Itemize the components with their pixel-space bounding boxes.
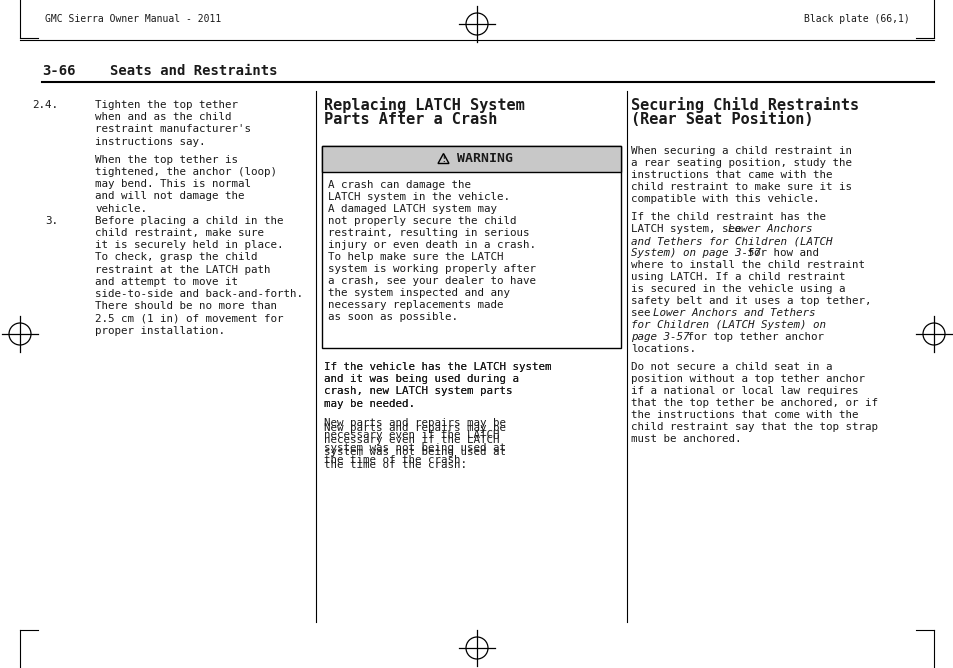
Text: child restraint say that the top strap: child restraint say that the top strap: [630, 422, 877, 432]
Text: the time of the crash.: the time of the crash.: [324, 455, 467, 465]
Text: If the child restraint has the: If the child restraint has the: [630, 212, 825, 222]
Text: To help make sure the LATCH: To help make sure the LATCH: [328, 252, 503, 262]
Text: using LATCH. If a child restraint: using LATCH. If a child restraint: [630, 272, 844, 282]
Text: Securing Child Restraints: Securing Child Restraints: [630, 97, 859, 113]
FancyBboxPatch shape: [322, 146, 620, 348]
FancyBboxPatch shape: [322, 146, 620, 172]
Text: Lower Anchors: Lower Anchors: [727, 224, 812, 234]
Text: safety belt and it uses a top tether,: safety belt and it uses a top tether,: [630, 296, 871, 306]
Text: GMC Sierra Owner Manual - 2011: GMC Sierra Owner Manual - 2011: [45, 14, 221, 24]
Text: a crash, see your dealer to have: a crash, see your dealer to have: [328, 276, 536, 286]
Text: LATCH system, see: LATCH system, see: [630, 224, 747, 234]
Text: for top tether anchor: for top tether anchor: [680, 332, 823, 342]
Text: Replacing LATCH System: Replacing LATCH System: [324, 97, 524, 113]
Text: as soon as possible.: as soon as possible.: [328, 312, 457, 322]
Text: position without a top tether anchor: position without a top tether anchor: [630, 374, 864, 384]
Text: system was not being used at: system was not being used at: [324, 448, 505, 458]
Text: crash, new LATCH system parts: crash, new LATCH system parts: [324, 386, 512, 396]
Text: and attempt to move it: and attempt to move it: [95, 277, 237, 287]
Text: the system inspected and any: the system inspected and any: [328, 288, 510, 298]
Text: when and as the child: when and as the child: [95, 112, 232, 122]
Text: if a national or local law requires: if a national or local law requires: [630, 386, 858, 396]
Text: may be needed.: may be needed.: [324, 399, 415, 409]
Text: Black plate (66,1): Black plate (66,1): [803, 14, 909, 24]
Text: the time of the crash.: the time of the crash.: [324, 460, 467, 470]
Text: restraint manufacturer's: restraint manufacturer's: [95, 124, 251, 134]
Text: locations.: locations.: [630, 344, 696, 354]
Text: To check, grasp the child: To check, grasp the child: [95, 253, 257, 263]
Text: child restraint, make sure: child restraint, make sure: [95, 228, 264, 238]
Text: (Rear Seat Position): (Rear Seat Position): [630, 112, 813, 127]
Text: !: !: [440, 156, 445, 164]
Text: System) on page 3-57: System) on page 3-57: [630, 248, 760, 258]
Text: Lower Anchors and Tethers: Lower Anchors and Tethers: [652, 308, 815, 318]
Text: the instructions that come with the: the instructions that come with the: [630, 410, 858, 420]
Text: restraint at the LATCH path: restraint at the LATCH path: [95, 265, 271, 275]
Text: Do not secure a child seat in a: Do not secure a child seat in a: [630, 362, 832, 372]
Text: where to install the child restraint: where to install the child restraint: [630, 260, 864, 270]
Text: and it was being used during a: and it was being used during a: [324, 374, 518, 384]
Text: is secured in the vehicle using a: is secured in the vehicle using a: [630, 284, 844, 294]
Text: 3-66: 3-66: [42, 64, 75, 78]
Text: When the top tether is: When the top tether is: [95, 155, 237, 165]
Text: New parts and repairs may be: New parts and repairs may be: [324, 418, 505, 428]
Text: injury or even death in a crash.: injury or even death in a crash.: [328, 240, 536, 250]
Text: proper installation.: proper installation.: [95, 326, 225, 336]
Text: system is working properly after: system is working properly after: [328, 264, 536, 274]
Text: page 3-57: page 3-57: [630, 332, 689, 342]
Text: and Tethers for Children (LATCH: and Tethers for Children (LATCH: [630, 236, 832, 246]
Text: New parts and repairs may be: New parts and repairs may be: [324, 423, 505, 433]
Text: LATCH system in the vehicle.: LATCH system in the vehicle.: [328, 192, 510, 202]
Text: When securing a child restraint in: When securing a child restraint in: [630, 146, 851, 156]
Text: for Children (LATCH System) on: for Children (LATCH System) on: [630, 320, 825, 330]
Text: child restraint to make sure it is: child restraint to make sure it is: [630, 182, 851, 192]
Text: 2.4.: 2.4.: [32, 100, 58, 110]
Text: If the vehicle has the LATCH system: If the vehicle has the LATCH system: [324, 362, 551, 372]
Text: and it was being used during a: and it was being used during a: [324, 374, 518, 384]
Text: Seats and Restraints: Seats and Restraints: [110, 64, 277, 78]
Text: it is securely held in place.: it is securely held in place.: [95, 240, 283, 250]
Text: Before placing a child in the: Before placing a child in the: [95, 216, 283, 226]
Text: 2.5 cm (1 in) of movement for: 2.5 cm (1 in) of movement for: [95, 313, 283, 323]
Text: If the vehicle has the LATCH system: If the vehicle has the LATCH system: [324, 362, 551, 372]
Text: restraint, resulting in serious: restraint, resulting in serious: [328, 228, 529, 238]
Text: may bend. This is normal: may bend. This is normal: [95, 179, 251, 189]
Text: side-to-side and back-and-forth.: side-to-side and back-and-forth.: [95, 289, 303, 299]
Text: instructions that came with the: instructions that came with the: [630, 170, 832, 180]
Text: not properly secure the child: not properly secure the child: [328, 216, 516, 226]
Text: a rear seating position, study the: a rear seating position, study the: [630, 158, 851, 168]
Text: for how and: for how and: [740, 248, 818, 258]
Text: 3.: 3.: [45, 216, 58, 226]
Text: may be needed.: may be needed.: [324, 399, 415, 409]
Text: Parts After a Crash: Parts After a Crash: [324, 112, 497, 127]
Text: vehicle.: vehicle.: [95, 204, 147, 214]
Text: that the top tether be anchored, or if: that the top tether be anchored, or if: [630, 398, 877, 408]
Text: crash, new LATCH system parts: crash, new LATCH system parts: [324, 386, 512, 396]
Text: A crash can damage the: A crash can damage the: [328, 180, 471, 190]
Text: necessary replacements made: necessary replacements made: [328, 300, 503, 310]
Text: instructions say.: instructions say.: [95, 136, 205, 146]
Text: compatible with this vehicle.: compatible with this vehicle.: [630, 194, 819, 204]
Text: necessary even if the LATCH: necessary even if the LATCH: [324, 430, 499, 440]
Text: and will not damage the: and will not damage the: [95, 192, 244, 202]
Text: A damaged LATCH system may: A damaged LATCH system may: [328, 204, 497, 214]
Polygon shape: [437, 154, 449, 164]
Text: tightened, the anchor (loop): tightened, the anchor (loop): [95, 167, 276, 177]
Text: system was not being used at: system was not being used at: [324, 442, 505, 452]
Text: There should be no more than: There should be no more than: [95, 301, 276, 311]
Text: necessary even if the LATCH: necessary even if the LATCH: [324, 435, 499, 445]
Text: Tighten the top tether: Tighten the top tether: [95, 100, 237, 110]
Text: see: see: [630, 308, 657, 318]
Text: WARNING: WARNING: [457, 152, 513, 166]
Text: must be anchored.: must be anchored.: [630, 434, 740, 444]
